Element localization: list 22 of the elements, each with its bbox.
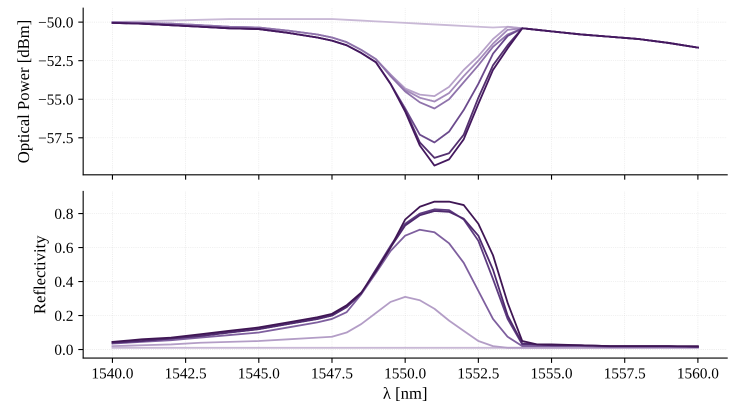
y-axis-title: Optical Power [dBm] xyxy=(17,21,33,163)
y-tick-label: −50.0 xyxy=(38,17,73,28)
x-tick-label: 1540.0 xyxy=(92,368,133,379)
x-axis-title: λ [nm] xyxy=(383,386,426,401)
x-tick-label: 1560.0 xyxy=(678,368,718,379)
y-tick-label: 0.4 xyxy=(54,276,74,288)
x-tick-label: 1557.5 xyxy=(605,368,646,379)
x-tick-label: 1550.0 xyxy=(386,368,426,379)
y-tick-label: 0.2 xyxy=(54,310,73,322)
y-tick-label: −52.5 xyxy=(38,56,73,66)
x-tick-label: 1552.5 xyxy=(458,368,499,379)
x-tick-label: 1542.5 xyxy=(166,368,206,379)
y-tick-label: 0.6 xyxy=(54,242,73,254)
y-tick-label: 0.0 xyxy=(54,344,73,356)
y-tick-label: −57.5 xyxy=(38,133,73,144)
x-tick-label: 1545.0 xyxy=(239,368,280,379)
y-axis-title: Reflectivity xyxy=(33,235,49,314)
y-tick-label: 0.8 xyxy=(54,208,73,220)
x-tick-label: 1555.0 xyxy=(532,368,572,379)
line-series xyxy=(112,296,699,349)
x-tick-label: 1547.5 xyxy=(312,368,352,379)
y-tick-label: −55.0 xyxy=(38,94,73,105)
